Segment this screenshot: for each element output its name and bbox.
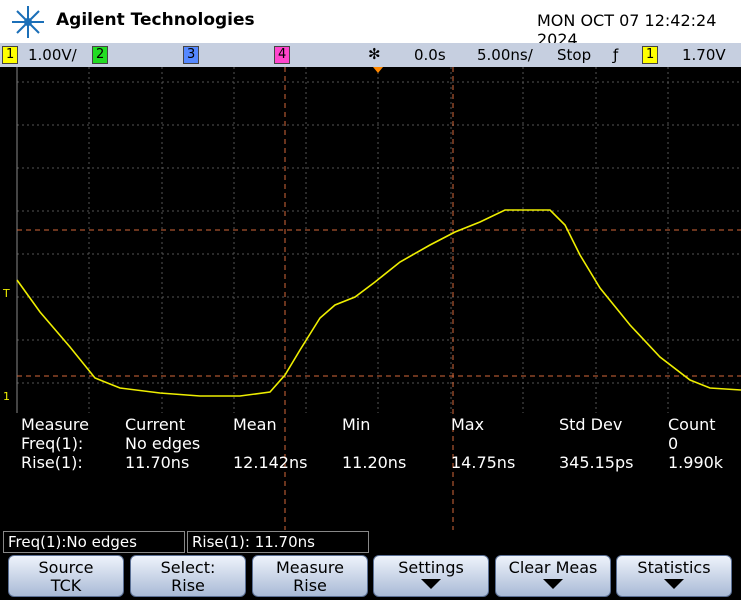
softkey[interactable]: Statistics <box>616 555 732 597</box>
col-header: Min <box>342 415 371 434</box>
time-delay: 0.0s <box>414 46 446 64</box>
softkey-value: Rise <box>293 576 327 595</box>
run-state: Stop <box>557 46 592 64</box>
cell: 11.20ns <box>342 453 407 472</box>
trigger-marker: T <box>2 287 10 300</box>
softkey-label: Source <box>38 558 94 577</box>
trigger-channel: 1 <box>642 46 659 64</box>
softkey[interactable]: Source TCK <box>8 555 124 597</box>
cell: 1.990k <box>668 453 724 472</box>
cell: 14.75ns <box>451 453 516 472</box>
cell: No edges <box>125 434 201 453</box>
info-freq: Freq(1):No edges <box>3 531 185 553</box>
waveform-trace <box>16 209 741 397</box>
softkey[interactable]: Measure Rise <box>252 555 368 597</box>
softkey-label: Clear Meas <box>508 558 598 577</box>
ch2-label: 2 <box>92 46 109 64</box>
softkey[interactable]: Settings <box>373 555 489 597</box>
graticule: T 1 <box>2 67 741 530</box>
ch1-scale: 1.00V/ <box>28 46 77 64</box>
col-header: Current <box>125 415 186 434</box>
ch4-label: 4 <box>274 46 291 64</box>
cell: 12.142ns <box>233 453 308 472</box>
col-header: Mean <box>233 415 277 434</box>
logo <box>12 6 44 38</box>
col-header: Max <box>451 415 485 434</box>
cell: 11.70ns <box>125 453 190 472</box>
header: Agilent Technologies MON OCT 07 12:42:24… <box>0 0 741 49</box>
softkey-label: Statistics <box>637 558 711 577</box>
softkey[interactable]: Select: Rise <box>130 555 246 597</box>
row-label: Freq(1): <box>21 434 84 453</box>
col-header: Count <box>668 415 716 434</box>
ground-marker: 1 <box>3 390 10 403</box>
status-bar: 1 1.00V/ 2 3 4 ✻ 0.0s 5.00ns/ Stop ƒ 1 1… <box>0 43 741 67</box>
softkey-label: Select: <box>160 558 216 577</box>
cell: 0 <box>668 434 679 453</box>
ch3-label: 3 <box>183 46 200 64</box>
trigger-level: 1.70V <box>682 46 726 64</box>
softkey[interactable]: Clear Meas <box>495 555 611 597</box>
cell: 345.15ps <box>559 453 634 472</box>
col-header: Measure <box>21 415 89 434</box>
softkey-label: Measure <box>276 558 344 577</box>
col-header: Std Dev <box>559 415 623 434</box>
time-scale: 5.00ns/ <box>477 46 533 64</box>
ch1-label: 1 <box>2 46 19 64</box>
info-rise: Rise(1): 11.70ns <box>187 531 369 553</box>
row-label: Rise(1): <box>21 453 83 472</box>
softkey-value: TCK <box>50 576 82 595</box>
brand: Agilent Technologies <box>56 10 255 30</box>
softkey-value: Rise <box>171 576 205 595</box>
softkey-label: Settings <box>398 558 464 577</box>
